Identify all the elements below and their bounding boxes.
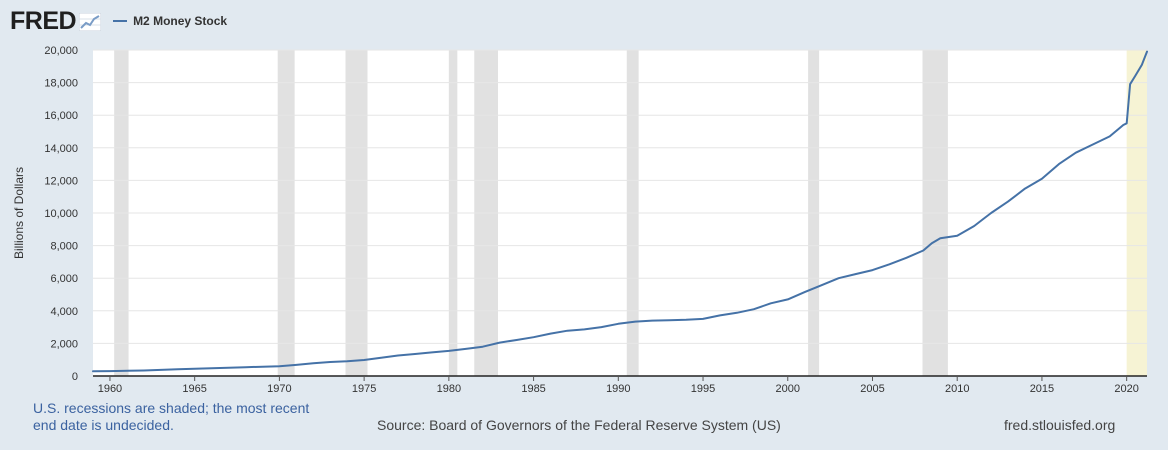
- gridlines: [93, 49, 1147, 344]
- y-tick-label: 2,000: [50, 338, 78, 350]
- site-link[interactable]: fred.stlouisfed.org: [1004, 417, 1116, 433]
- y-tick-label: 8,000: [50, 241, 78, 253]
- x-tick-label: 2005: [860, 383, 884, 395]
- source-text: Source: Board of Governors of the Federa…: [377, 417, 781, 433]
- y-tick-label: 10,000: [44, 208, 78, 220]
- fred-graph-icon: [79, 13, 102, 31]
- x-tick-label: 2020: [1114, 383, 1138, 395]
- x-tick-label: 1995: [691, 383, 715, 395]
- x-tick-label: 2015: [1030, 383, 1054, 395]
- x-tick-label: 1975: [352, 383, 376, 395]
- fred-logo[interactable]: FRED: [10, 7, 77, 35]
- y-tick-label: 18,000: [44, 78, 78, 90]
- line-chart: 0 2,000 4,000 6,000 8,000 10,000 12,000 14,000 1…: [12, 45, 1148, 395]
- x-tick-label: 1985: [521, 383, 545, 395]
- x-tick-label: 1990: [606, 383, 630, 395]
- x-tick-label: 1965: [182, 383, 206, 395]
- x-tick-label: 1960: [98, 383, 122, 395]
- x-tick-label: 1970: [267, 383, 291, 395]
- y-tick-label: 20,000: [44, 45, 78, 57]
- x-tick-label: 2010: [945, 383, 969, 395]
- y-tick-label: 14,000: [44, 143, 78, 155]
- series-layer: [92, 50, 1148, 373]
- y-tick-label: 12,000: [44, 175, 78, 187]
- chart-header: FRED M2 Money Stock: [10, 6, 227, 36]
- series-line: [92, 50, 1148, 373]
- x-axis: 1960 1965 1970 1975 1980 1985 1990 1995 2000 2005…: [93, 375, 1147, 395]
- x-tick-label: 2000: [776, 383, 800, 395]
- y-tick-label: 16,000: [44, 110, 78, 122]
- y-tick-label: 4,000: [50, 306, 78, 318]
- y-axis: 0 2,000 4,000 6,000 8,000 10,000 12,000 14,000 1…: [44, 45, 78, 383]
- legend-swatch: [113, 20, 128, 22]
- recession-note: U.S. recessions are shaded; the most rec…: [33, 400, 310, 433]
- y-tick-label: 0: [72, 371, 78, 383]
- y-tick-label: 6,000: [50, 273, 78, 285]
- chart-legend: M2 Money Stock: [113, 14, 227, 28]
- legend-label: M2 Money Stock: [133, 14, 228, 28]
- y-axis-label: Billions of Dollars: [12, 167, 26, 259]
- x-tick-label: 1980: [437, 383, 461, 395]
